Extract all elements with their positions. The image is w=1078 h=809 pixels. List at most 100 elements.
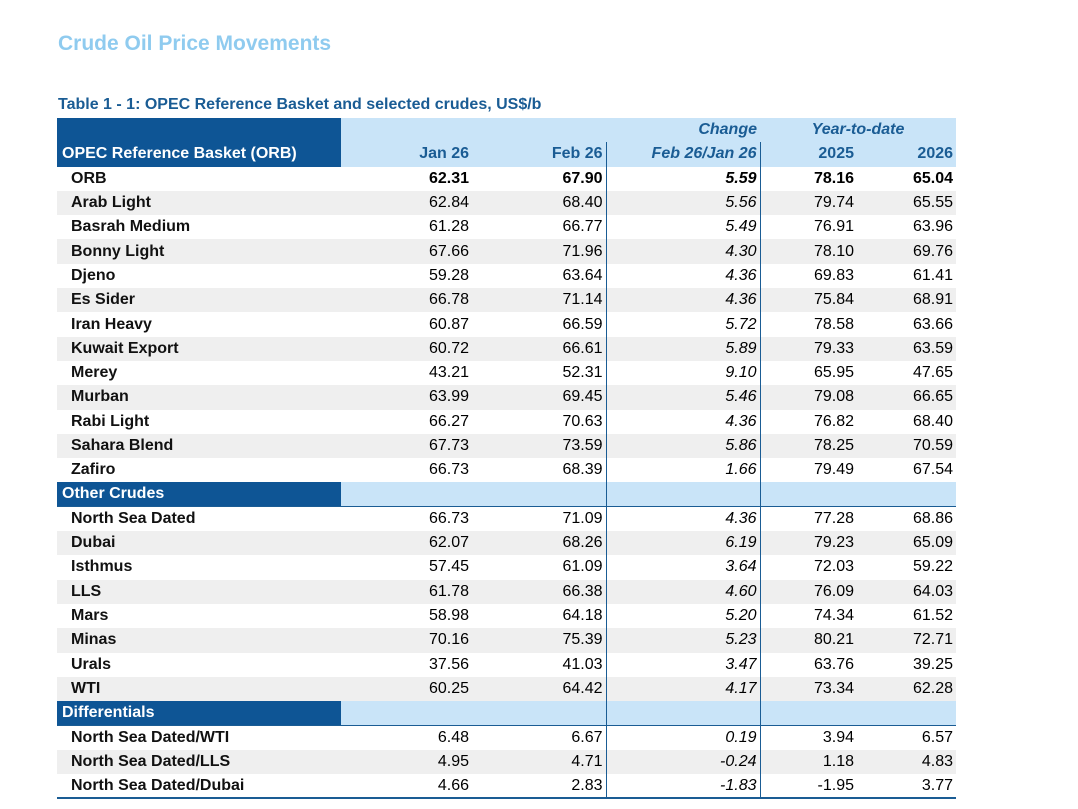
- value-cell: 3.94: [759, 725, 857, 750]
- row-label: North Sea Dated/WTI: [71, 728, 230, 746]
- value-cell: 6.48: [437, 728, 469, 746]
- value-cell: 72.71: [857, 628, 957, 653]
- value-cell: 0.19: [605, 725, 760, 750]
- value-cell: 63.99: [341, 385, 472, 410]
- row-label: Es Sider: [57, 288, 341, 313]
- data-row: Arab Light 62.84 68.40 5.56 79.74 65.55: [57, 190, 957, 216]
- data-row: Merey 43.21 52.31 9.10 65.95 47.65: [57, 360, 956, 386]
- value-cell: 5.46: [605, 385, 760, 410]
- value-cell: 4.95: [341, 749, 472, 775]
- value-cell: 52.31: [562, 364, 603, 382]
- value-cell: 62.28: [857, 676, 957, 702]
- header-cell: [472, 118, 606, 143]
- value-cell: 60.87: [428, 315, 469, 333]
- value-cell: 3.47: [605, 652, 760, 677]
- value-cell: 79.23: [759, 531, 857, 556]
- row-label: Bonny Light: [57, 239, 341, 264]
- value-cell: -0.24: [605, 749, 760, 775]
- value-cell: 1.66: [605, 458, 760, 483]
- row-label: ORB: [71, 169, 107, 187]
- value-cell: 71.96: [472, 239, 606, 264]
- section-name: Other Crudes: [57, 482, 341, 508]
- value-cell: 66.78: [341, 288, 472, 313]
- value-cell: 5.49: [605, 215, 760, 240]
- data-row: Iran Heavy 60.87 66.59 5.72 78.58 63.66: [57, 312, 956, 337]
- value-cell: 58.98: [428, 607, 469, 625]
- value-cell: 37.56: [428, 655, 469, 673]
- row-label: Minas: [57, 628, 341, 653]
- header-cell: Change: [606, 118, 760, 143]
- value-cell: 64.42: [472, 676, 606, 702]
- value-cell: 73.59: [472, 433, 606, 459]
- value-cell: 61.52: [912, 607, 954, 625]
- value-cell: 2.83: [472, 774, 606, 800]
- data-row: Isthmus 57.45 61.09 3.64 72.03 59.22: [57, 555, 956, 580]
- column-header: 2026: [857, 142, 957, 167]
- value-cell: 78.25: [759, 433, 857, 459]
- data-row: Sahara Blend 67.73 73.59 5.86 78.25 70.59: [57, 433, 957, 459]
- data-row: Minas 70.16 75.39 5.23 80.21 72.71: [57, 628, 957, 653]
- value-cell: 4.36: [605, 506, 760, 532]
- value-cell: 4.83: [857, 749, 957, 775]
- value-cell: 75.84: [759, 288, 857, 313]
- value-cell: 71.09: [562, 510, 603, 528]
- row-label: North Sea Dated/LLS: [57, 749, 341, 775]
- value-cell: 79.49: [759, 458, 857, 483]
- value-cell: 59.22: [912, 558, 954, 576]
- section-cell: [759, 701, 857, 726]
- value-cell: 66.73: [428, 510, 469, 528]
- data-row: LLS 61.78 66.38 4.60 76.09 64.03: [57, 579, 957, 604]
- value-cell: 66.73: [428, 461, 469, 479]
- data-row: Mars 58.98 64.18 5.20 74.34 61.52: [57, 603, 956, 629]
- row-label: Murban: [57, 385, 341, 410]
- value-cell: 80.21: [759, 628, 857, 653]
- value-cell: 63.64: [562, 266, 603, 284]
- data-row: Es Sider 66.78 71.14 4.36 75.84 68.91: [57, 288, 957, 313]
- value-cell: 59.28: [428, 266, 469, 284]
- data-row: Bonny Light 67.66 71.96 4.30 78.10 69.76: [57, 239, 957, 264]
- value-cell: 66.38: [472, 579, 606, 604]
- section-cell: [759, 482, 857, 508]
- value-cell: 77.28: [759, 506, 857, 532]
- value-cell: 57.45: [428, 558, 469, 576]
- price-table: Change Year-to-date OPEC Reference Baske…: [57, 118, 957, 800]
- value-cell: 4.30: [605, 239, 760, 264]
- value-cell: 5.86: [605, 433, 760, 459]
- value-cell: 69.83: [759, 263, 857, 289]
- row-label: North Sea Dated: [71, 510, 196, 528]
- section-cell: [472, 482, 606, 508]
- data-row: Zafiro 66.73 68.39 1.66 79.49 67.54: [57, 458, 956, 483]
- table-caption: Table 1 - 1: OPEC Reference Basket and s…: [58, 96, 542, 113]
- value-cell: 60.72: [341, 336, 472, 361]
- data-row: Djeno 59.28 63.64 4.36 69.83 61.41: [57, 263, 956, 289]
- value-cell: 5.56: [605, 190, 760, 216]
- value-cell: 5.89: [605, 336, 760, 361]
- value-cell: 72.03: [759, 555, 857, 580]
- value-cell: 79.74: [759, 190, 857, 216]
- row-label: North Sea Dated/Dubai: [57, 774, 341, 800]
- value-cell: 6.19: [605, 531, 760, 556]
- value-cell: 61.41: [912, 266, 954, 284]
- row-label: Sahara Blend: [57, 433, 341, 459]
- value-cell: 68.40: [912, 412, 954, 430]
- column-header: Jan 26: [341, 142, 472, 167]
- value-cell: 4.71: [472, 749, 606, 775]
- value-cell: 78.10: [759, 239, 857, 264]
- data-row: WTI 60.25 64.42 4.17 73.34 62.28: [57, 676, 957, 702]
- column-header: 2025: [759, 142, 857, 167]
- value-cell: 6.57: [921, 728, 954, 746]
- section-cell: [341, 701, 472, 726]
- value-cell: 70.63: [562, 412, 603, 430]
- row-label: Basrah Medium: [71, 218, 191, 236]
- value-cell: 9.10: [605, 360, 760, 386]
- value-cell: 65.09: [857, 531, 957, 556]
- data-row: ORB 62.31 67.90 5.59 78.16 65.04: [57, 166, 956, 191]
- value-cell: 66.61: [472, 336, 606, 361]
- section-name: Differentials: [57, 701, 341, 726]
- header-cell: Year-to-date: [760, 118, 957, 143]
- value-cell: 70.16: [341, 628, 472, 653]
- value-cell: 74.34: [759, 603, 857, 629]
- value-cell: 62.84: [341, 190, 472, 216]
- value-cell: 4.60: [605, 579, 760, 604]
- value-cell: 60.25: [341, 676, 472, 702]
